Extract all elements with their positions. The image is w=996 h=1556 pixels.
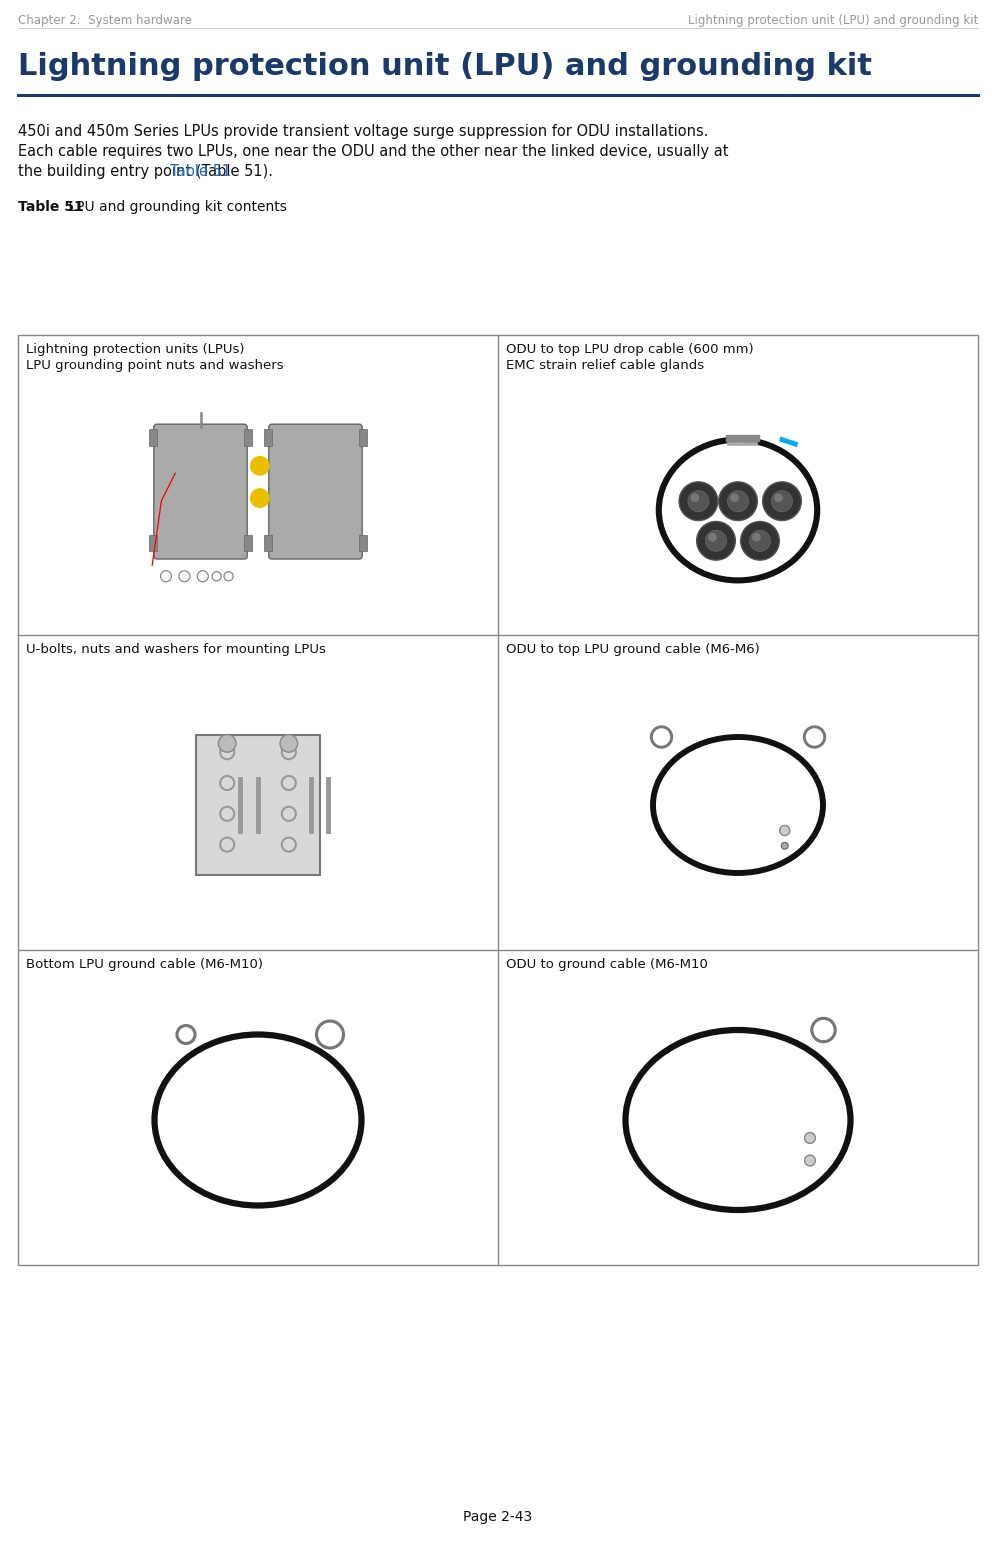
Circle shape <box>690 493 699 503</box>
Circle shape <box>805 1155 816 1165</box>
Circle shape <box>763 482 802 521</box>
Bar <box>244 535 252 551</box>
Bar <box>265 429 272 445</box>
Circle shape <box>805 1133 816 1144</box>
Circle shape <box>251 489 269 507</box>
Circle shape <box>772 490 793 512</box>
Circle shape <box>280 734 298 752</box>
Text: ODU to ground cable (M6-M10: ODU to ground cable (M6-M10 <box>506 958 708 971</box>
Circle shape <box>774 493 783 503</box>
Circle shape <box>781 842 788 850</box>
Text: Each cable requires two LPUs, one near the ODU and the other near the linked dev: Each cable requires two LPUs, one near t… <box>18 145 728 159</box>
Text: Table 51: Table 51 <box>18 201 84 215</box>
Text: the building entry point (Table 51).: the building entry point (Table 51). <box>18 163 273 179</box>
Text: Bottom LPU ground cable (M6-M10): Bottom LPU ground cable (M6-M10) <box>26 958 263 971</box>
Text: Table 51: Table 51 <box>170 163 231 179</box>
Bar <box>149 535 156 551</box>
Circle shape <box>218 734 236 752</box>
Bar <box>360 429 367 445</box>
Text: LPU and grounding kit contents: LPU and grounding kit contents <box>64 201 287 215</box>
Text: EMC strain relief cable glands: EMC strain relief cable glands <box>506 359 704 372</box>
FancyBboxPatch shape <box>269 425 363 559</box>
Circle shape <box>708 532 717 541</box>
Circle shape <box>780 825 790 836</box>
Bar <box>265 535 272 551</box>
Text: LPU grounding point nuts and washers: LPU grounding point nuts and washers <box>26 359 284 372</box>
Circle shape <box>719 482 757 521</box>
Bar <box>18 335 978 1265</box>
Circle shape <box>727 490 749 512</box>
Text: Page 2-43: Page 2-43 <box>463 1509 533 1523</box>
Text: ODU to top LPU drop cable (600 mm): ODU to top LPU drop cable (600 mm) <box>506 342 754 356</box>
Text: Chapter 2:  System hardware: Chapter 2: System hardware <box>18 14 192 26</box>
Circle shape <box>705 531 726 551</box>
Text: Lightning protection units (LPUs): Lightning protection units (LPUs) <box>26 342 244 356</box>
Bar <box>196 734 320 876</box>
Text: U-bolts, nuts and washers for mounting LPUs: U-bolts, nuts and washers for mounting L… <box>26 643 326 657</box>
Circle shape <box>741 521 779 560</box>
Circle shape <box>688 490 709 512</box>
Circle shape <box>679 482 718 521</box>
Circle shape <box>749 531 771 551</box>
Circle shape <box>251 456 269 475</box>
FancyBboxPatch shape <box>153 425 247 559</box>
Text: 450i and 450m Series LPUs provide transient voltage surge suppression for ODU in: 450i and 450m Series LPUs provide transi… <box>18 124 708 138</box>
Bar <box>360 535 367 551</box>
Text: ODU to top LPU ground cable (M6-M6): ODU to top LPU ground cable (M6-M6) <box>506 643 760 657</box>
Circle shape <box>752 532 761 541</box>
Circle shape <box>730 493 739 503</box>
Bar <box>149 429 156 445</box>
Circle shape <box>696 521 735 560</box>
Bar <box>244 429 252 445</box>
Text: Lightning protection unit (LPU) and grounding kit: Lightning protection unit (LPU) and grou… <box>687 14 978 26</box>
Text: Lightning protection unit (LPU) and grounding kit: Lightning protection unit (LPU) and grou… <box>18 51 872 81</box>
